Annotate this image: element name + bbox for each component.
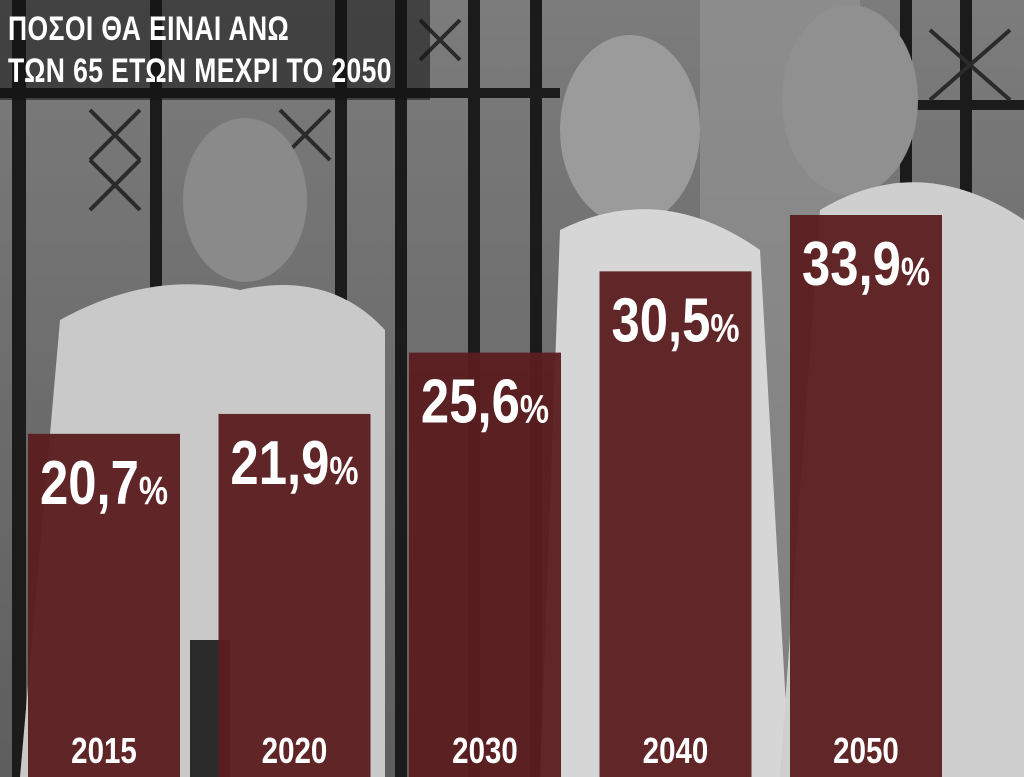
category-label-2030: 2030 <box>452 730 518 770</box>
bar-2050 <box>790 215 942 777</box>
bar-value-label-2040: 30,5% <box>611 287 739 356</box>
bar-value-label-2050: 33,9% <box>802 230 930 299</box>
bar-value-label-2020: 21,9% <box>230 429 358 498</box>
category-label-2050: 2050 <box>833 730 899 770</box>
bar-2030 <box>409 352 561 777</box>
chart-title-line-2: ΤΩΝ 65 ΕΤΩΝ ΜΕΧΡΙ ΤΟ 2050 <box>8 52 392 90</box>
bar-value-label-2015: 20,7% <box>40 449 168 518</box>
category-label-2015: 2015 <box>71 730 137 770</box>
bar-value-label-2030: 25,6% <box>421 368 549 437</box>
title-band: ΠΟΣΟΙ ΘΑ ΕΙΝΑΙ ΑΝΩ ΤΩΝ 65 ΕΤΩΝ ΜΕΧΡΙ ΤΟ … <box>0 0 430 100</box>
bar-2040 <box>599 271 752 777</box>
category-label-2020: 2020 <box>262 730 328 770</box>
bar-2015 <box>28 433 180 777</box>
category-label-2040: 2040 <box>643 730 709 770</box>
chart-title-line-1: ΠΟΣΟΙ ΘΑ ΕΙΝΑΙ ΑΝΩ <box>8 10 290 48</box>
bar-2020 <box>218 413 371 777</box>
